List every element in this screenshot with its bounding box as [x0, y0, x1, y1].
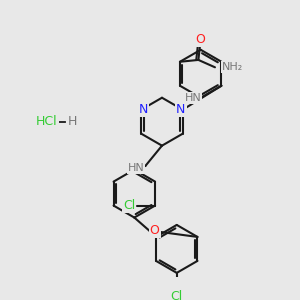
- Text: H: H: [68, 115, 77, 128]
- Text: O: O: [150, 224, 160, 237]
- Text: NH₂: NH₂: [222, 62, 244, 72]
- Text: HN: HN: [128, 163, 145, 173]
- Text: O: O: [195, 33, 205, 46]
- Text: N: N: [176, 103, 186, 116]
- Text: HN: HN: [184, 93, 201, 103]
- Text: Cl: Cl: [171, 290, 183, 300]
- Text: Cl: Cl: [123, 199, 135, 212]
- Text: HCl: HCl: [36, 115, 58, 128]
- Text: N: N: [138, 103, 148, 116]
